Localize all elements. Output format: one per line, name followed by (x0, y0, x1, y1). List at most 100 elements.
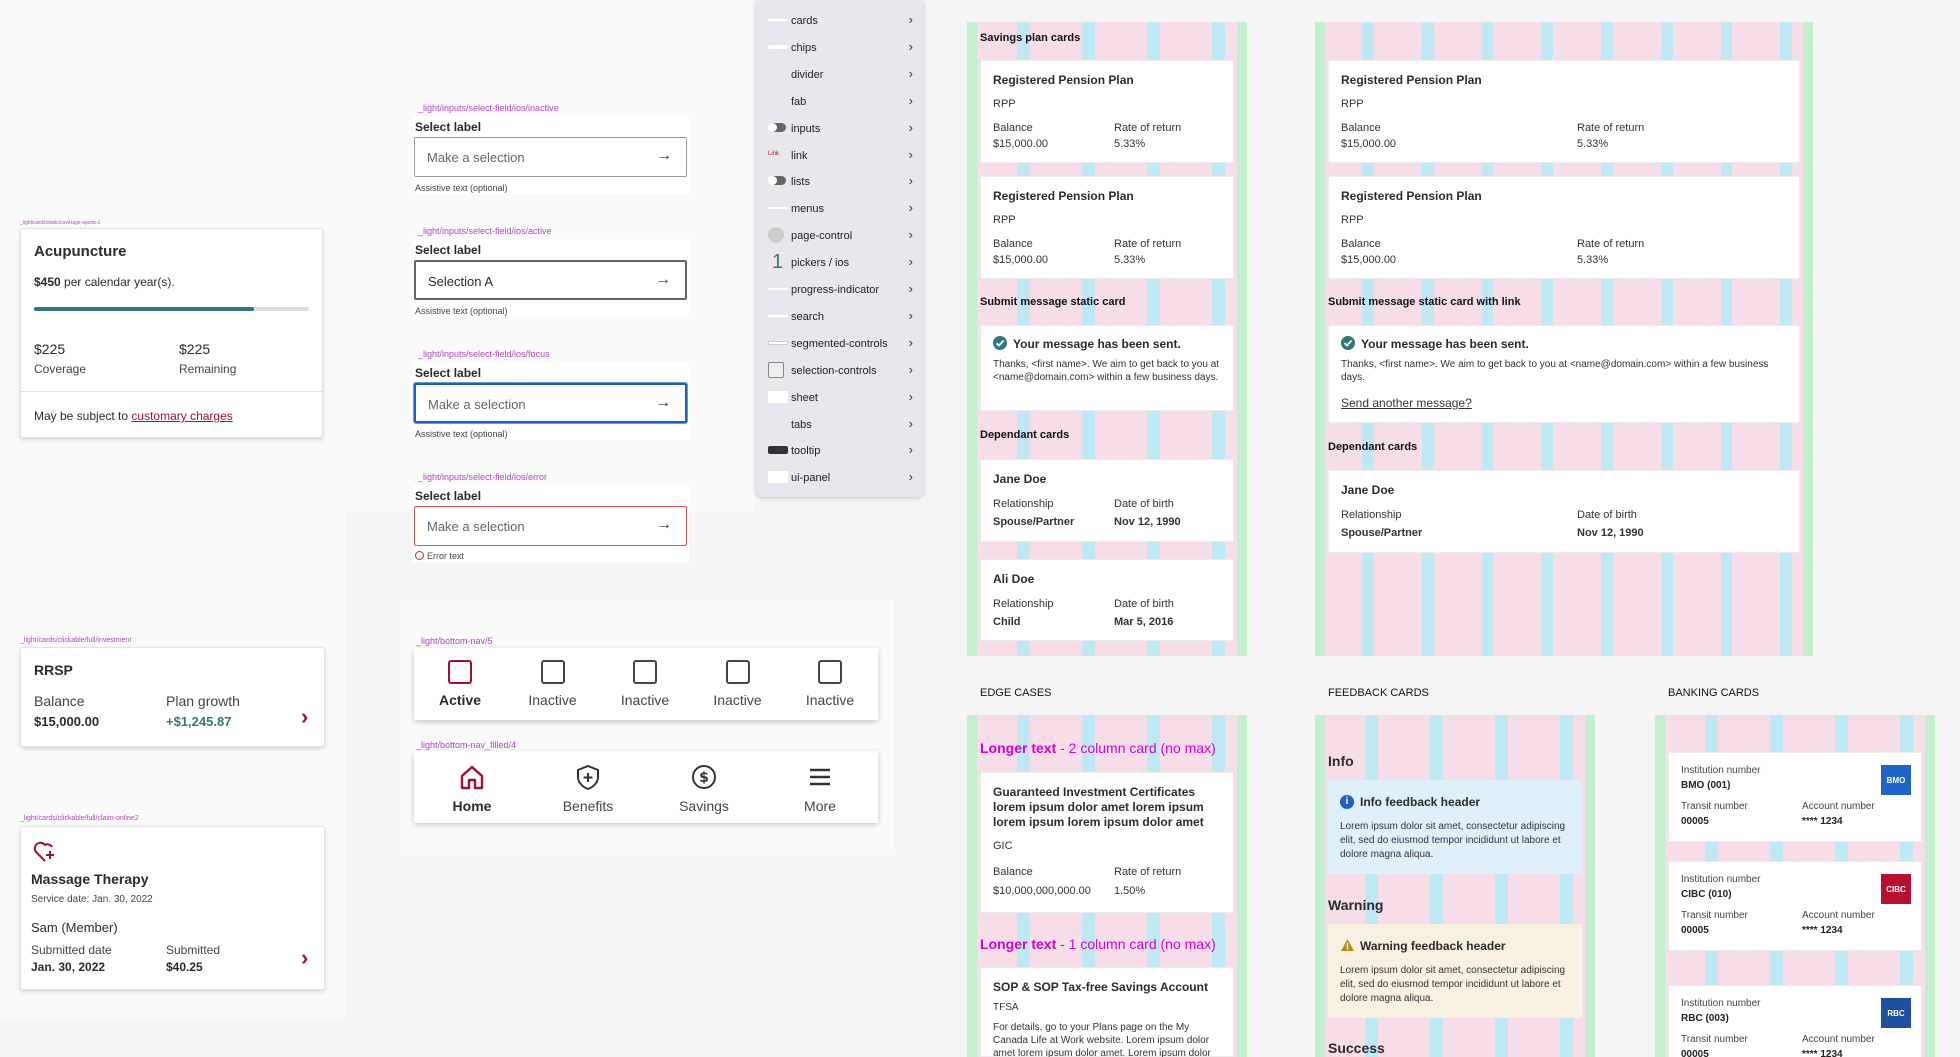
customary-charges-link[interactable]: customary charges (131, 409, 233, 423)
plan-title: Registered Pension Plan (1341, 73, 1482, 87)
massage-card[interactable]: Massage Therapy Service date: Jan. 30, 2… (20, 826, 325, 990)
chevron-right-icon: › (908, 146, 913, 162)
select-field-focus[interactable]: Make a selection → (414, 383, 687, 423)
chevron-right-icon: › (908, 469, 913, 485)
menu-item-page-control[interactable]: page-control › (756, 222, 923, 249)
message-card: Your message has been sent. Thanks, <fir… (980, 325, 1234, 411)
rate-label: Rate of return (1114, 238, 1182, 250)
nav-item-1[interactable]: Inactive (507, 660, 599, 708)
svg-text:$: $ (699, 770, 709, 786)
menu-item-selection-controls[interactable]: selection-controls › (756, 357, 923, 384)
nav-label: More (804, 798, 836, 814)
savings-plan-card: Registered Pension Plan RPP Balance $15,… (980, 60, 1234, 163)
rate-value: 5.33% (1577, 138, 1609, 150)
select-field-error[interactable]: Make a selection → (414, 506, 687, 546)
account-label: Account number (1802, 801, 1875, 812)
institution-value: BMO (001) (1681, 780, 1731, 791)
longer-rest: - 2 column card (no max) (1056, 740, 1216, 756)
arrow-right-icon: → (656, 516, 672, 533)
menu-item-label: chips (791, 41, 817, 54)
grid-margin (1585, 715, 1595, 1057)
menu-item-label: inputs (791, 122, 821, 135)
nav-item-0[interactable]: Active (414, 660, 506, 708)
menu-item-label: divider (791, 68, 824, 81)
error-text: Error text (415, 551, 464, 561)
menu-item-lists[interactable]: lists › (756, 168, 923, 195)
rate-label: Rate of return (1114, 866, 1182, 878)
transit-label: Transit number (1681, 801, 1748, 812)
chevron-right-icon: › (908, 12, 913, 27)
rrsp-tag: _light/cards/clickable/full/investment (20, 637, 132, 644)
plan-type: RPP (993, 98, 1016, 110)
menu-item-progress-indicator[interactable]: progress-indicator › (756, 276, 923, 303)
savings-plan-card: Registered Pension Plan RPP Balance $15,… (1328, 176, 1800, 279)
menu-item-search[interactable]: search › (756, 303, 923, 330)
nav-item-3[interactable]: Inactive (692, 660, 784, 708)
menu-item-inputs[interactable]: inputs › (756, 115, 923, 142)
info-feedback-card: i Info feedback header Lorem ipsum dolor… (1328, 780, 1582, 874)
menu-item-ui-panel[interactable]: ui-panel › (756, 464, 923, 491)
warning-feedback-card: Warning feedback header Lorem ipsum dolo… (1328, 924, 1582, 1018)
send-another-link[interactable]: Send another message? (1341, 396, 1472, 410)
menu-item-segmented-controls[interactable]: segmented-controls › (756, 330, 923, 357)
arrow-right-icon: → (656, 147, 672, 164)
balance-label: Balance (34, 693, 85, 709)
banking-card: Institution number BMO (001) Transit numbe… (1668, 752, 1922, 842)
coverage-value: $225 (34, 341, 66, 357)
select-label: Select label (415, 120, 482, 134)
menu-item-chips[interactable]: chips › (756, 34, 923, 61)
menu-item-sheet[interactable]: sheet › (756, 384, 923, 411)
message-title: Your message has been sent. (1361, 337, 1529, 351)
rate-label: Rate of return (1577, 238, 1645, 250)
member-name: Sam (Member) (31, 920, 118, 935)
inputs-icon (768, 122, 786, 132)
select-field-active[interactable]: Selection A → (414, 260, 687, 300)
nav-item-more[interactable]: More (774, 763, 866, 814)
plan-type: RPP (1341, 98, 1364, 110)
menu-item-label: fab (791, 95, 807, 108)
menu-item-pickers-ios[interactable]: 1 pickers / ios › (756, 249, 923, 276)
select-value: Make a selection (427, 150, 525, 165)
menu-item-divider[interactable]: divider › (756, 61, 923, 88)
dependant-card: Jane Doe Relationship Spouse/Partner Dat… (980, 459, 1234, 542)
menu-item-menus[interactable]: menus › (756, 195, 923, 222)
balance-value: $10,000,000,000.00 (993, 885, 1091, 897)
gic-card: Guaranteed Investment Certificates lorem… (980, 772, 1234, 913)
nav-item-4[interactable]: Inactive (784, 660, 876, 708)
account-label: Account number (1802, 1034, 1875, 1045)
relationship-value: Spouse/Partner (1341, 527, 1423, 539)
submitted-date-value: Jan. 30, 2022 (31, 960, 106, 974)
rrsp-card[interactable]: RRSP Balance $15,000.00 Plan growth +$1,… (20, 647, 325, 747)
menu-item-label: tooltip (791, 445, 821, 458)
select-tag-focus: _light/inputs/select-field/ios/focus (418, 349, 550, 359)
growth-label: Plan growth (166, 693, 240, 709)
menu-item-cards[interactable]: cards › (756, 7, 923, 34)
menu-item-tooltip[interactable]: tooltip › (756, 437, 923, 464)
menu-item-tabs[interactable]: tabs › (756, 411, 923, 438)
rate-value: 5.33% (1114, 254, 1146, 266)
menu-item-fab[interactable]: fab › (756, 88, 923, 115)
placeholder-square-icon (725, 660, 750, 684)
dob-value: Mar 5, 2016 (1114, 616, 1174, 628)
card-title: Acupuncture (34, 243, 127, 260)
submitted-date-label: Submitted date (31, 943, 112, 957)
nav-item-savings[interactable]: $ Savings (658, 763, 750, 814)
transit-value: 00005 (1681, 816, 1709, 827)
menu-item-label: menus (791, 203, 825, 216)
chevron-right-icon: › (908, 307, 913, 323)
menu-item-label: cards (791, 15, 818, 27)
nav-item-home[interactable]: Home (426, 763, 518, 814)
select-label: Select label (415, 243, 482, 257)
home-icon (460, 765, 484, 790)
warning-title: Warning (1328, 897, 1384, 913)
nav-item-benefits[interactable]: Benefits (542, 763, 634, 814)
warning-header: Warning feedback header (1360, 939, 1506, 953)
feedback-heading: FEEDBACK CARDS (1328, 687, 1429, 699)
menu-item-label: pickers / ios (791, 257, 850, 270)
gic-type: GIC (993, 840, 1013, 852)
plan-type: RPP (993, 214, 1016, 226)
nav-item-2[interactable]: Inactive (599, 660, 691, 708)
menu-item-link[interactable]: Link link › (756, 142, 923, 169)
transit-value: 00005 (1681, 1049, 1709, 1057)
select-field-inactive[interactable]: Make a selection → (414, 137, 687, 177)
